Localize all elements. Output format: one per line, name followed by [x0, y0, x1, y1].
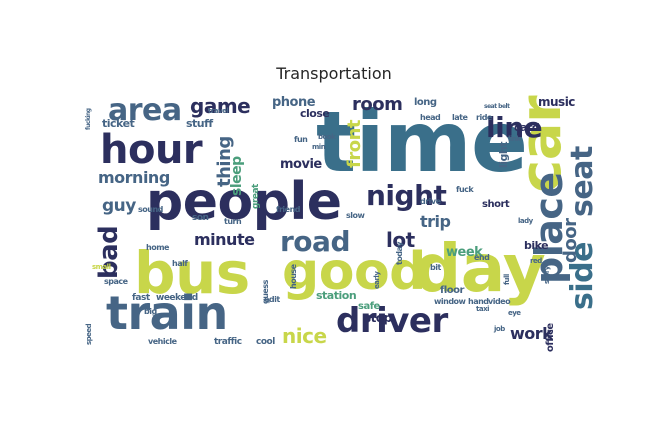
cloud-word: lady	[518, 217, 533, 225]
cloud-word: people	[146, 172, 342, 232]
cloud-word: taxi	[476, 305, 489, 313]
cloud-word: job	[494, 325, 505, 333]
cloud-word: edit	[264, 295, 280, 304]
cloud-word: card	[514, 121, 540, 134]
cloud-word: bike	[524, 239, 549, 252]
cloud-word: bus	[134, 239, 250, 307]
cloud-word: safe	[358, 301, 380, 312]
cloud-word: big	[144, 307, 157, 316]
cloud-word: morning	[98, 168, 170, 187]
cloud-word: guy	[102, 196, 136, 216]
cloud-word: space	[104, 277, 128, 286]
cloud-word: travel	[208, 107, 229, 115]
cloud-word: game	[190, 94, 251, 118]
cloud-word: slow	[346, 211, 365, 220]
cloud-word: road	[280, 225, 350, 258]
cloud-word: half	[172, 259, 188, 268]
cloud-word: story	[543, 266, 551, 284]
cloud-word: music	[538, 95, 575, 109]
cloud-word: fun	[294, 135, 308, 144]
cloud-word: hand	[468, 297, 489, 306]
cloud-word: house	[289, 264, 298, 289]
cloud-word: hour	[100, 127, 203, 173]
cloud-word: driver	[336, 301, 448, 341]
cloud-word: seat	[565, 146, 598, 217]
cloud-word: drive	[420, 197, 441, 206]
cloud-word: close	[300, 107, 330, 120]
cloud-word: stuff	[186, 117, 213, 130]
cloud-word: book	[318, 133, 336, 141]
cloud-word: fast	[132, 293, 150, 303]
cloud-word: min	[312, 143, 326, 151]
cloud-word: lot	[386, 228, 415, 252]
cloud-word: good	[282, 242, 426, 302]
cloud-word: fucking	[85, 108, 92, 130]
cloud-word: train	[106, 286, 228, 340]
cloud-word: fuck	[456, 185, 474, 194]
cloud-word: night	[366, 179, 447, 212]
cloud-word: traffic	[214, 337, 242, 347]
cloud-word: station	[316, 289, 357, 302]
cloud-word: phone	[272, 95, 316, 110]
cloud-word: sleep	[229, 156, 245, 196]
cloud-word: red	[530, 257, 542, 265]
cloud-word: home	[146, 243, 169, 252]
cloud-word: son	[192, 213, 209, 223]
cloud-word: time	[316, 94, 528, 191]
cloud-word: seat belt	[484, 103, 510, 110]
cloud-word: early	[373, 272, 381, 290]
cloud-word: light	[497, 142, 510, 169]
cloud-word: sound	[138, 205, 163, 214]
cloud-word: link	[508, 135, 521, 143]
cloud-word: video	[488, 297, 511, 306]
cloud-word: cool	[256, 337, 275, 347]
cloud-word: small	[92, 263, 111, 271]
figure-title: Transportation	[276, 64, 392, 83]
cloud-word: minute	[194, 230, 255, 249]
cloud-word: trip	[420, 212, 451, 231]
cloud-word: room	[352, 94, 403, 115]
cloud-word: ride	[476, 113, 492, 122]
cloud-word: area	[108, 94, 182, 128]
cloud-word: door	[560, 218, 581, 263]
cloud-word: speed	[85, 324, 93, 346]
cloud-word: nice	[282, 324, 327, 348]
cloud-word: day	[414, 230, 546, 307]
cloud-word: turn	[224, 217, 242, 226]
cloud-word: late	[452, 113, 468, 122]
cloud-word: office	[545, 323, 556, 352]
cloud-word: week	[446, 245, 483, 260]
cloud-word: ticket	[102, 117, 135, 130]
cloud-word: work	[510, 324, 553, 343]
cloud-word: bad	[94, 226, 124, 280]
cloud-word: weekend	[156, 293, 198, 303]
cloud-word: today	[395, 242, 404, 265]
cloud-word: line	[486, 111, 543, 144]
cloud-word: movie	[280, 157, 322, 172]
cloud-word: bit	[430, 263, 441, 272]
cloud-word: great	[251, 184, 261, 209]
cloud-word: eye	[508, 309, 521, 317]
word-cloud: time day bus people car good train hour driver pl…	[84, 94, 598, 352]
cloud-word: short	[482, 199, 510, 210]
cloud-word: front	[344, 120, 365, 168]
cloud-word: vehicle	[148, 337, 177, 346]
cloud-word: full	[503, 274, 511, 285]
cloud-word: head	[420, 113, 441, 122]
cloud-word: floor	[440, 285, 464, 296]
cloud-word: friend	[276, 205, 301, 214]
cloud-word: end	[474, 253, 490, 262]
cloud-word: long	[414, 97, 437, 108]
cloud-word: window	[434, 297, 466, 306]
cloud-word: stop	[364, 311, 392, 325]
